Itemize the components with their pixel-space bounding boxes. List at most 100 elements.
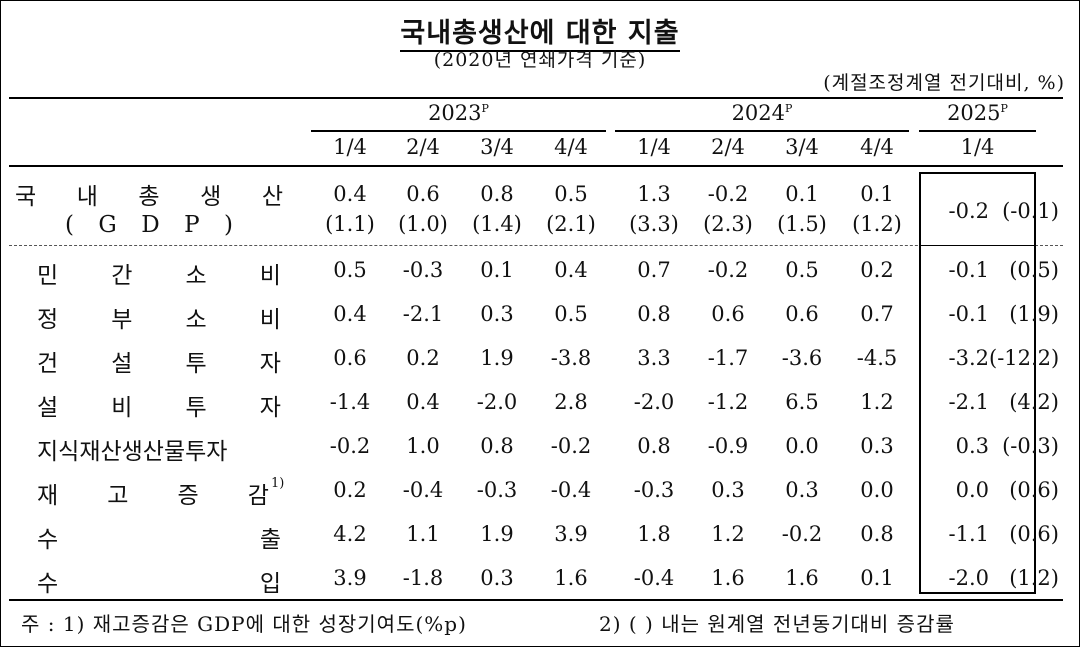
gdp-yoy: (1.0) [398,212,448,236]
label-char: 설 [37,395,59,421]
row-value: 3.9 [333,566,367,590]
gdp-divider [9,245,1063,246]
label-char: 총 [138,184,160,210]
gdp-value: -0.2 [707,182,749,206]
label-char: 국 [15,184,37,210]
row-value-latest: -3.2 [948,346,990,370]
label-char: 재 [37,483,59,509]
label-char: 건 [37,351,59,377]
row-value: -0.3 [476,478,518,502]
row-value: 0.0 [785,434,819,458]
row-value: 0.3 [480,566,514,590]
row-value: 1.2 [711,522,745,546]
row-value: -2.1 [402,302,444,326]
row-value: 0.5 [333,258,367,282]
row-value: 3.9 [554,522,588,546]
row-value: 0.5 [785,258,819,282]
quarter-header: 1/4 [960,135,995,159]
label-char: D [141,212,160,238]
label-char: 내 [76,184,98,210]
row-value: 0.4 [406,390,440,414]
label-char: 감 1) [247,476,285,509]
row-value-latest: -0.1 [948,302,990,326]
row-value: 0.1 [480,258,514,282]
row-value: 0.8 [480,434,514,458]
row-value: 0.2 [333,478,367,502]
row-yoy-latest: (0.6) [1009,478,1059,502]
quarter-header: 2/4 [406,135,440,159]
row-value: 2.8 [554,390,588,414]
row-value: 1.1 [406,522,440,546]
label-char: 비 [111,395,133,421]
gdp-value: 0.1 [860,182,894,206]
row-value-latest: -0.1 [948,258,990,282]
label-char: ( [65,212,74,238]
row-value: -3.6 [781,346,823,370]
row-value: 0.8 [860,522,894,546]
row-value: 3.3 [637,346,671,370]
label-char: 입 [259,571,281,597]
gdp-value: 0.6 [406,182,440,206]
page-title: 국내총생산에 대한 지출 [1,11,1079,52]
quarter-header: 1/4 [637,135,671,159]
gdp-value: 0.4 [333,182,367,206]
row-value: -0.4 [633,566,675,590]
row-value: -1.7 [707,346,749,370]
row-value: 1.9 [480,346,514,370]
label-char: 지식재산생산물투자 [37,439,228,465]
row-value: 0.3 [480,302,514,326]
label-char: 자 [259,395,281,421]
row-yoy-latest: (4.2) [1009,390,1059,414]
quarter-header: 4/4 [554,135,588,159]
row-value-latest: -1.1 [948,522,990,546]
quarter-header: 3/4 [785,135,819,159]
row-value-latest: -2.0 [948,566,990,590]
gdp-label-line2: (G D P) [65,212,233,238]
top-rule [9,97,1063,99]
label-char: 간 [111,263,133,289]
label-char: ) [223,212,233,238]
gdp-value-latest: -0.2 [948,199,990,223]
row-value-latest: -2.1 [948,390,990,414]
row-value: 0.6 [785,302,819,326]
gdp-yoy: (2.3) [703,212,753,236]
gdp-yoy: (1.2) [852,212,902,236]
row-value: 0.6 [711,302,745,326]
row-value: 0.7 [637,258,671,282]
gdp-yoy: (1.4) [472,212,522,236]
quarter-header: 4/4 [860,135,894,159]
row-value: -0.4 [550,478,592,502]
row-value: 0.5 [554,302,588,326]
row-value: 1.8 [637,522,671,546]
row-value: -0.2 [707,258,749,282]
row-value: 6.5 [785,390,819,414]
gdp-yoy: (3.3) [629,212,679,236]
row-value: 1.6 [554,566,588,590]
year-header-2024: 2024P [731,101,793,125]
row-value: -0.3 [633,478,675,502]
row-value: 0.7 [860,302,894,326]
row-value: -4.5 [856,346,898,370]
label-char: P [184,212,200,238]
gdp-yoy: (1.1) [325,212,375,236]
unit-note: (계절조정계열 전기대비, %) [823,72,1065,94]
year-2025-rule [919,130,1036,132]
label-char: 고 [107,483,129,509]
row-value: 0.8 [637,302,671,326]
label-char: 수 [37,527,59,553]
row-value: 0.4 [554,258,588,282]
row-value: 1.6 [711,566,745,590]
quarter-header: 1/4 [333,135,367,159]
row-value: -1.2 [707,390,749,414]
footnote-1: 주 : 1) 재고증감은 GDP에 대한 성장기여도(%p) [21,612,467,636]
footnote-2: 2) ( ) 내는 원계열 전년동기대비 증감률 [599,612,955,636]
row-yoy-latest: (0.5) [1009,258,1059,282]
row-value-latest: 0.3 [955,434,989,458]
